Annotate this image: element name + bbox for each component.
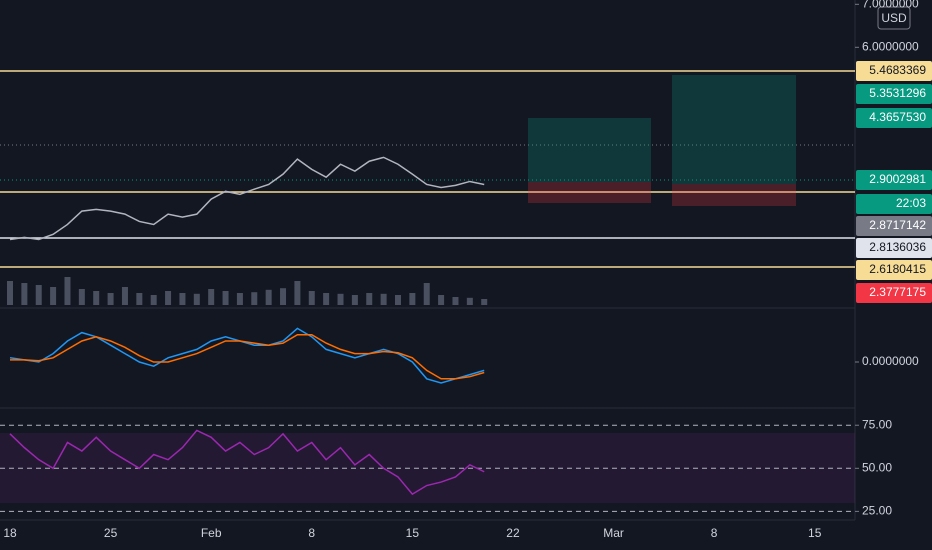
- macd-line: [10, 333, 485, 380]
- price-tag-label: 22:03: [896, 196, 926, 210]
- rsi-tick-label: 50.00: [862, 460, 892, 474]
- price-tag-box: [856, 194, 932, 214]
- volume-bar: [294, 281, 301, 305]
- price-tag-box: [856, 84, 932, 104]
- price-tag: 2.8717142: [856, 216, 932, 236]
- volume-bar: [107, 293, 114, 305]
- volume-bar: [78, 289, 85, 305]
- currency: USD: [881, 11, 907, 25]
- price-tag-label: 2.6180415: [869, 262, 926, 276]
- price-tag: 5.3531296: [856, 84, 932, 104]
- volume-bar: [236, 293, 243, 305]
- x-tick-label: Feb: [201, 526, 222, 540]
- volume-bar: [121, 287, 128, 305]
- x-tick-label: 25: [104, 526, 118, 540]
- x-tick-label: 15: [808, 526, 822, 540]
- currency-box[interactable]: [877, 6, 911, 30]
- price-tag: 2.3777175: [856, 283, 932, 303]
- price-tag-label: 5.4683369: [869, 63, 926, 77]
- volume-bar: [466, 297, 473, 305]
- volume-bar: [452, 297, 459, 305]
- volume-bar: [308, 291, 315, 305]
- price-tag-box: [856, 238, 932, 258]
- macd-tick-label: 0.0000000: [862, 354, 919, 368]
- volume-bar: [150, 295, 157, 305]
- volume-bar: [193, 293, 200, 305]
- x-tick-label: 15: [406, 526, 420, 540]
- y-tick-label: 7.0000000: [862, 0, 919, 10]
- volume-bar: [394, 295, 401, 305]
- volume-bar: [337, 293, 344, 305]
- volume-bar: [366, 293, 373, 305]
- x-tick-label: 8: [308, 526, 315, 540]
- price-tag-box: [856, 216, 932, 236]
- volume-bar: [21, 283, 28, 305]
- rsi-tick-label: 75.00: [862, 417, 892, 431]
- y-tick-label: 6.0000000: [862, 39, 919, 53]
- macd-line: [9, 327, 485, 384]
- volume-bar: [136, 293, 143, 305]
- x-tick-label: 8: [711, 526, 718, 540]
- x-tick-label: Mar: [603, 526, 624, 540]
- price-tag-label: 5.3531296: [869, 86, 926, 100]
- long-position-profit[interactable]: [528, 118, 651, 182]
- price-tag: 2.8136036: [856, 238, 932, 258]
- volume-bar: [35, 285, 42, 305]
- rsi-line: [9, 429, 485, 496]
- volume-bar: [7, 281, 13, 305]
- x-tick-label: 18: [3, 526, 17, 540]
- price-tag: 2.9002981: [856, 170, 932, 190]
- price-tag-box: [856, 170, 932, 190]
- price-tag-label: 4.3657530: [869, 110, 926, 124]
- price-tag: 5.4683369: [856, 61, 932, 81]
- volume-bar: [481, 299, 488, 305]
- volume-bar: [351, 295, 358, 305]
- volume-bar: [251, 292, 258, 305]
- long-position-loss[interactable]: [672, 184, 796, 206]
- price-tag-label: 2.8717142: [869, 218, 926, 232]
- price-tag-box: [856, 260, 932, 280]
- price-tag-box: [856, 61, 932, 81]
- price-tag: 2.6180415: [856, 260, 932, 280]
- volume-bar: [179, 293, 186, 305]
- price-tag: 22:03: [856, 194, 932, 214]
- volume-bar: [380, 293, 387, 305]
- price-tag-label: 2.8136036: [869, 240, 926, 254]
- volume-bar: [222, 291, 229, 305]
- price-tag: 4.3657530: [856, 108, 932, 128]
- volume-bar: [265, 289, 272, 305]
- volume-bar: [64, 277, 71, 305]
- volume-bar: [423, 283, 430, 305]
- volume-bar: [280, 288, 287, 305]
- volume-bar: [208, 289, 215, 305]
- long-position-loss[interactable]: [528, 182, 651, 203]
- volume-bar: [93, 291, 100, 305]
- rsi-tick-label: 25.00: [862, 504, 892, 518]
- price-tag-box: [856, 108, 932, 128]
- volume-bar: [409, 293, 416, 305]
- volume-bar: [323, 293, 330, 305]
- volume-bar: [50, 287, 57, 305]
- price-line: [9, 156, 485, 241]
- volume-bar: [165, 291, 172, 305]
- volume-bar: [438, 295, 445, 305]
- price-tag-label: 2.9002981: [869, 172, 926, 186]
- price-tag-label: 2.3777175: [869, 285, 926, 299]
- x-tick-label: 22: [506, 526, 520, 540]
- price-tag-box: [856, 283, 932, 303]
- long-position-profit[interactable]: [672, 75, 796, 184]
